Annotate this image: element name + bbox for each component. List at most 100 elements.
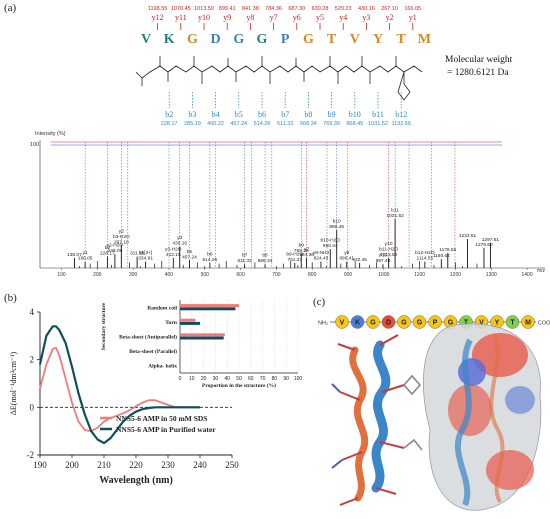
residue-letter: P: [281, 32, 290, 47]
residue-letter: T: [397, 32, 407, 47]
cd-xtick-label: 230: [161, 460, 175, 470]
inset-xtick-label: 30: [213, 376, 219, 382]
panel-label-b: (b): [4, 292, 17, 304]
b-ion-label: b6: [258, 110, 266, 119]
inset-xtick-label: 50: [236, 376, 242, 382]
peak-label: y2: [119, 228, 124, 234]
spectrum-xtick-label: 800: [308, 272, 317, 278]
peak-label: y7: [304, 246, 309, 252]
y-ion-mz: 687.30: [288, 6, 305, 12]
residue-letter: T: [327, 32, 337, 47]
residue-bead: [366, 315, 380, 329]
residue-bead-letter: P: [433, 320, 438, 327]
y-ion-mz: 1070.45: [171, 6, 191, 12]
peak-label: 769.39: [294, 248, 309, 254]
b-ion-label: b7: [281, 110, 289, 119]
n-terminus-label: NH₂: [318, 321, 328, 327]
spectrum-xtick-label: 1000: [378, 272, 389, 278]
spectrum-xtick-label: 600: [236, 272, 245, 278]
residue-bead-letter: V: [340, 320, 345, 327]
peak-label: 249.09: [108, 248, 123, 254]
peak-label: 514.26: [203, 257, 218, 263]
inset-xtick-label: 0: [179, 376, 182, 382]
inset-category-label: Beta-sheet (Parallel): [129, 348, 177, 355]
inset-category-label: Turn: [165, 320, 177, 326]
peak-label: 896.41: [339, 256, 354, 262]
residue-bead-letter: D: [386, 320, 391, 327]
y-ion-label: y10: [198, 13, 210, 22]
peptide-3d-model: [331, 323, 542, 511]
y-ion-label: y2: [386, 13, 394, 22]
peak-label: b3-H2O: [113, 234, 130, 240]
peak-label: b8: [262, 253, 268, 259]
y-ion-label: y4: [339, 13, 347, 22]
peak-label: z'10: [379, 253, 388, 259]
y-ion-label: y9: [223, 13, 231, 22]
peak-label: y1: [83, 250, 88, 256]
peak-label: 932.45: [352, 257, 367, 263]
inset-category-label: Beta-sheet (Antiparallel): [119, 334, 177, 341]
peak-label: 311.11: [130, 251, 144, 257]
peak-label: 1297.61: [482, 237, 500, 243]
inset-xtick-label: 10: [189, 376, 195, 382]
peptide-structure-drawing: [135, 56, 423, 101]
peak-label: y3-H2O: [165, 246, 182, 252]
peak-label: 334.81: [138, 256, 153, 262]
spectrum-xtick-label: 400: [165, 272, 174, 278]
residue-bead: [335, 315, 349, 329]
cd-xtick-label: 250: [225, 460, 239, 470]
peak-label: b5: [187, 249, 193, 255]
y-ion-label: y3: [362, 13, 370, 22]
peak-label: 1114.55: [417, 256, 434, 262]
b-ion-mz: 1132.56: [391, 121, 410, 127]
peak-label: 1031.52: [386, 213, 404, 219]
y-ion-label: y11: [175, 13, 187, 22]
spectrum-xtick-label: 500: [201, 272, 210, 278]
cd-ytick-label: 4: [30, 307, 35, 317]
peptide-sequence-a: V K G D G G P G T V Y T M1198.55y121070.45y111013.50…: [141, 6, 431, 127]
cd-ytick-label: 2: [30, 355, 35, 365]
inset-xtick-label: 80: [272, 376, 278, 382]
peak-label: 868.45: [329, 224, 344, 230]
peak-label: 751.37: [287, 257, 302, 263]
spectrum-xtick-label: 300: [129, 272, 138, 278]
residue-letter: V: [141, 32, 151, 47]
b-ion-label: b12: [395, 110, 407, 119]
b-ion-mz: 769.39: [323, 121, 340, 127]
cd-xtick-label: 240: [193, 460, 207, 470]
residue-bead: [521, 315, 535, 329]
peak-label: b10: [333, 219, 341, 225]
secondary-structure-inset: 0 10 20 30 40 50 60 70 80 90 100 Random coil Turn Bet…: [101, 300, 302, 389]
ms-spectrum: Intensity (%) 100 m/z 100 200 300 400 500 600 700…: [30, 131, 546, 278]
cd-ylabel: ΔE(mol⁻¹dm³cm⁻¹): [9, 351, 18, 415]
residue-letter: K: [164, 32, 175, 47]
inset-xtick-label: 40: [224, 376, 230, 382]
y-ion-mz: 1198.55: [148, 6, 167, 12]
cd-xtick-label: 210: [97, 460, 111, 470]
panel-label-c: (c): [313, 296, 326, 308]
y-ion-label: y8: [246, 13, 254, 22]
residue-bead-letter: G: [448, 320, 454, 327]
spectrum-xtick-label: 1100: [414, 272, 425, 278]
b-ion-mz: 611.32: [277, 121, 293, 127]
inset-bar: [180, 321, 201, 325]
b-ion-label: b3: [188, 110, 196, 119]
peak-label: y3: [177, 235, 182, 241]
b-ion-mz: 668.34: [300, 121, 317, 127]
inset-category-label: Random coil: [147, 305, 177, 311]
residue-bead-letter: K: [355, 320, 360, 327]
b-ion-label: b8: [304, 110, 312, 119]
residue-bead: [381, 315, 396, 329]
peak-label: b10-H2O: [321, 238, 341, 244]
inset-ylabel: Secondary structure: [101, 302, 107, 350]
surface-model: [422, 323, 542, 511]
inset-bar: [180, 336, 224, 340]
inset-xtick-label: 100: [294, 376, 303, 382]
b-ion-mz: 228.17: [161, 121, 178, 127]
molecular-weight-value: = 1280.6121 Da: [447, 68, 509, 78]
inset-bar: [180, 318, 196, 322]
cd-legend-label: NNS5-6 AMP in Purified water: [116, 425, 216, 434]
peak-label: 430.16: [172, 241, 187, 247]
residue-bead-letter: Y: [495, 320, 500, 327]
cd-ytick-label: -2: [27, 450, 35, 460]
